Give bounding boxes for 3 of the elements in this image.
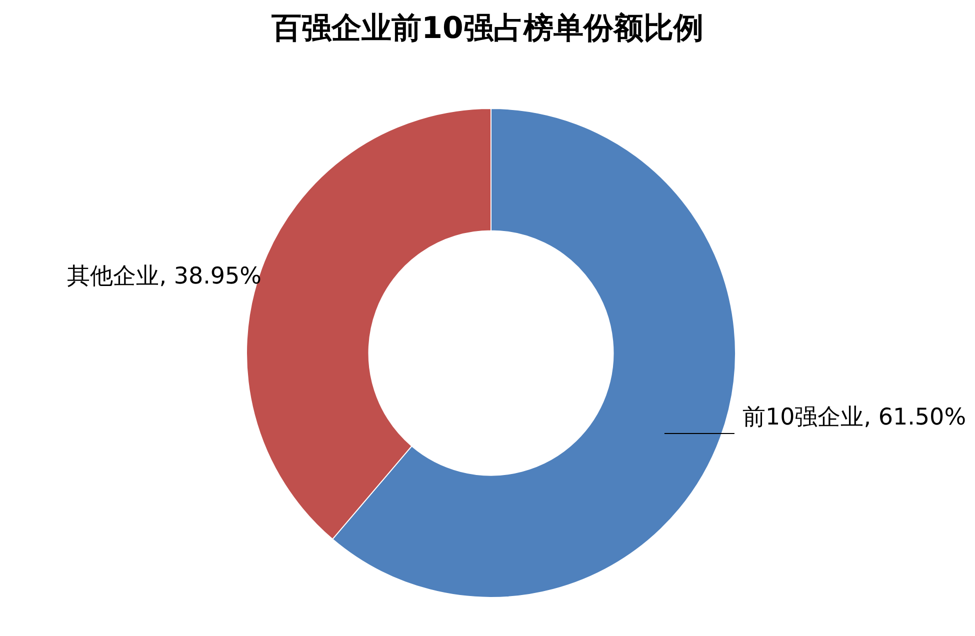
chart-title: 百强企业前10强占榜单份额比例 [270,10,704,48]
slice-label: 前10强企业, 61.50% [742,404,966,430]
slice-label: 其他企业, 38.95% [67,264,262,290]
